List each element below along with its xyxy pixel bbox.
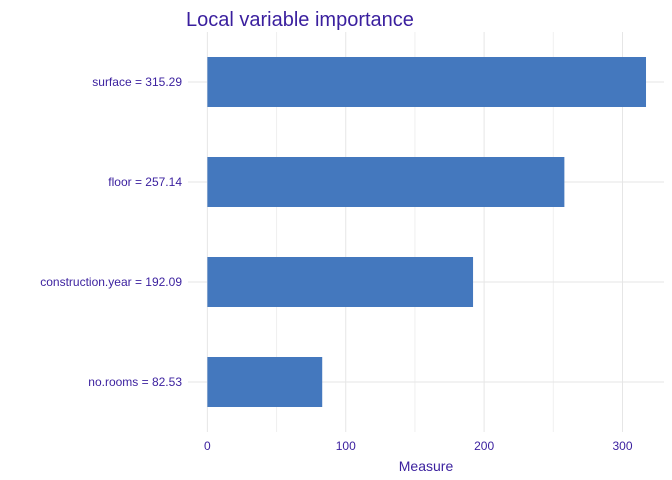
y-tick-label: surface = 315.29 bbox=[92, 75, 182, 89]
y-tick-label: construction.year = 192.09 bbox=[40, 275, 182, 289]
x-axis-title: Measure bbox=[399, 458, 454, 474]
x-axis-labels: 0 100 200 300 bbox=[204, 439, 633, 453]
x-tick-label: 0 bbox=[204, 439, 211, 453]
bars bbox=[207, 57, 647, 407]
chart-title: Local variable importance bbox=[186, 9, 414, 31]
y-tick-label: floor = 257.14 bbox=[108, 175, 182, 189]
bar bbox=[207, 157, 565, 207]
y-axis-labels: surface = 315.29 floor = 257.14 constructi… bbox=[40, 75, 182, 389]
x-tick-label: 200 bbox=[474, 439, 494, 453]
bar bbox=[207, 357, 323, 407]
y-tick-label: no.rooms = 82.53 bbox=[88, 375, 182, 389]
bar bbox=[207, 257, 474, 307]
x-tick-label: 100 bbox=[336, 439, 356, 453]
x-tick-label: 300 bbox=[612, 439, 632, 453]
bar bbox=[207, 57, 647, 107]
